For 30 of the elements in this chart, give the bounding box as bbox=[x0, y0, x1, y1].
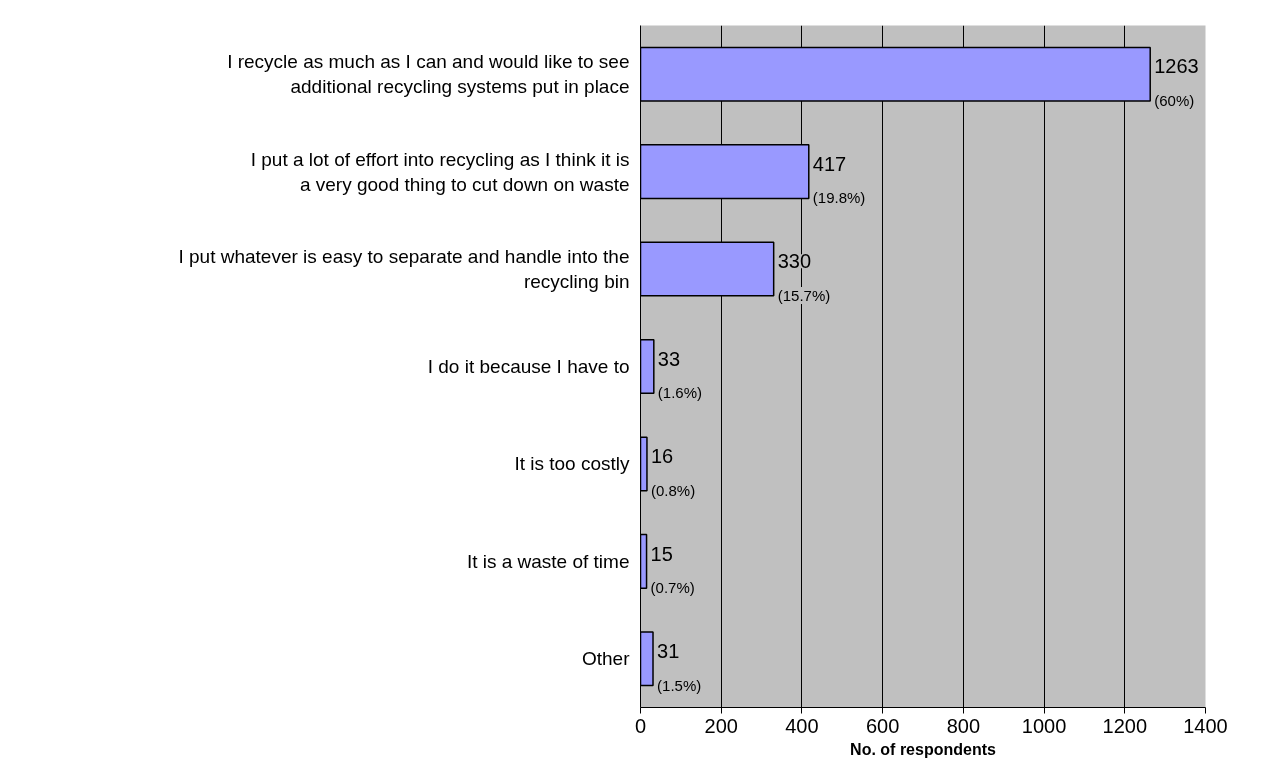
data-label: 417 bbox=[812, 152, 847, 175]
y-tick-label: I recycle as much as I can and would like to see additional recycling systems put in place bbox=[227, 51, 630, 98]
data-label: 1263 bbox=[1154, 55, 1199, 78]
x-tick-label: 1000 bbox=[1021, 714, 1067, 737]
x-tick-label: 600 bbox=[865, 714, 900, 737]
annotation: (0.8%) bbox=[650, 481, 696, 499]
x-tick-label: 0 bbox=[634, 714, 647, 737]
y-tick-label: I put a lot of effort into recycling as I think it is a very good thing to cut down on waste bbox=[250, 148, 630, 195]
x-tick-label: 400 bbox=[785, 714, 819, 737]
x-tick-label: 200 bbox=[704, 714, 738, 737]
annotation: (15.7%) bbox=[777, 286, 831, 304]
x-tick-label: 1200 bbox=[1102, 714, 1148, 737]
annotation: (1.6%) bbox=[657, 384, 703, 402]
data-label: 15 bbox=[650, 542, 673, 565]
annotation: (19.8%) bbox=[812, 189, 866, 207]
annotation: (60%) bbox=[1154, 92, 1195, 110]
data-label: 31 bbox=[657, 639, 680, 662]
y-tick-label: I put whatever is easy to separate and handle into the recycling bin bbox=[178, 245, 630, 293]
y-tick-label: It is too costly bbox=[514, 453, 630, 475]
x-tick-label: 800 bbox=[946, 714, 981, 737]
y-tick-label: I do it because I have to bbox=[427, 356, 630, 377]
annotation: (0.7%) bbox=[650, 579, 695, 597]
x-tick-label: 1400 bbox=[1183, 714, 1228, 737]
data-label: 16 bbox=[650, 445, 674, 468]
data-label: 330 bbox=[777, 250, 812, 273]
y-tick-label: Other bbox=[581, 648, 631, 670]
x-axis-title: No. of respondents bbox=[850, 740, 996, 758]
annotation: (1.5%) bbox=[657, 676, 702, 694]
data-label: 33 bbox=[657, 347, 681, 370]
y-tick-label: It is a waste of time bbox=[466, 550, 630, 572]
